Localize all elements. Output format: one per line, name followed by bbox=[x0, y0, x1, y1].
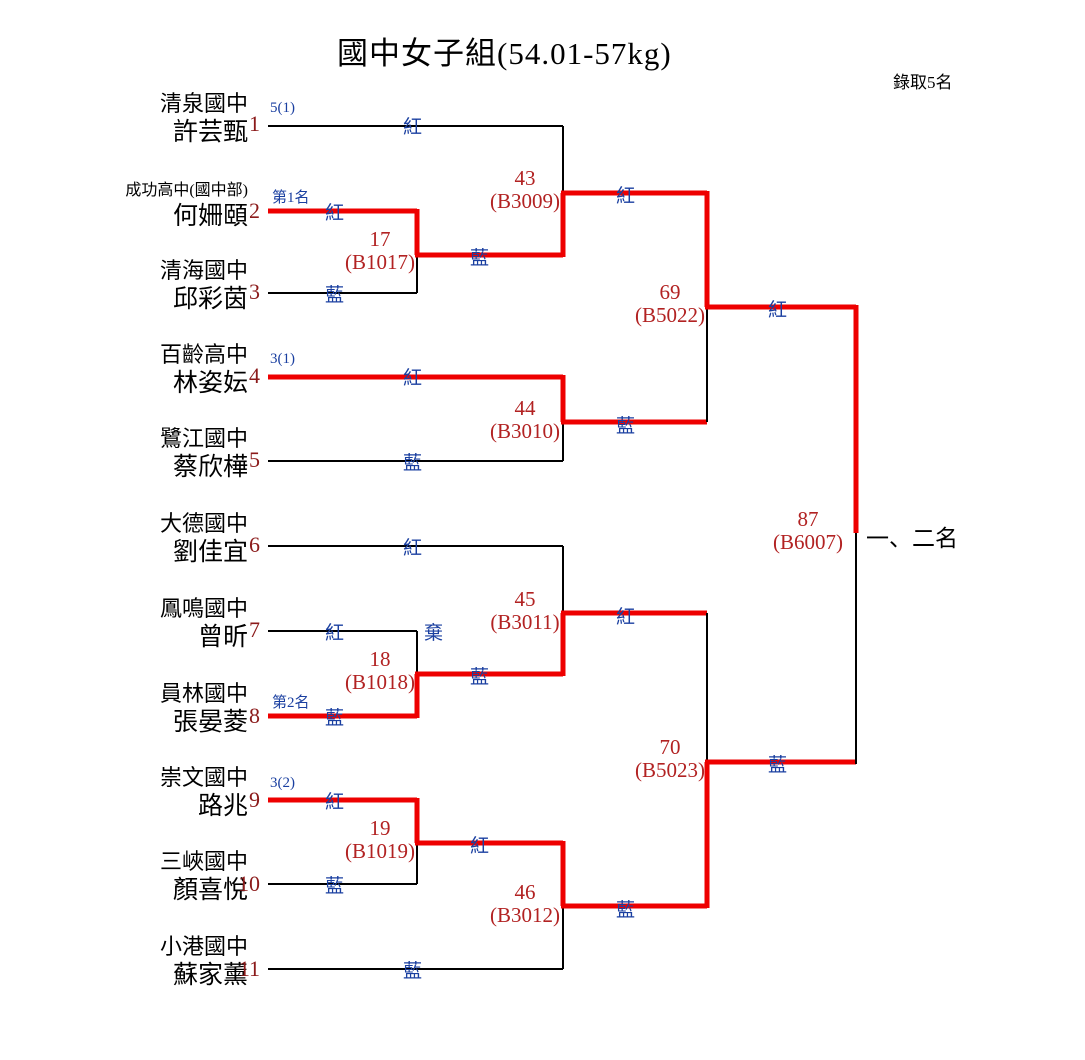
competitor-seed-8: 第2名 bbox=[272, 695, 310, 711]
match-code-87: (B6007) bbox=[773, 530, 843, 554]
match-code-19: (B1019) bbox=[345, 839, 415, 863]
match-code-44: (B3010) bbox=[490, 419, 560, 443]
corner-label-seat-4: 紅 bbox=[403, 368, 423, 389]
competitor-athlete-1: 許芸甄 bbox=[172, 119, 248, 146]
competitor-athlete-11: 蘇家薰 bbox=[172, 962, 248, 989]
competitor-seat-3: 3 bbox=[249, 279, 260, 304]
competitor-seat-2: 2 bbox=[249, 198, 260, 223]
competitor-school-9: 崇文國中 bbox=[159, 765, 248, 790]
competitor-school-5: 鷺江國中 bbox=[159, 426, 248, 451]
competitor-athlete-6: 劉佳宜 bbox=[172, 539, 248, 566]
corner-label-seat-10: 藍 bbox=[325, 876, 345, 897]
corner-label-seat-1: 紅 bbox=[403, 117, 423, 138]
competitor-school-4: 百齡高中 bbox=[159, 342, 248, 367]
competitor-athlete-10: 顏喜悅 bbox=[172, 877, 248, 904]
competitor-athlete-2: 何姍頤 bbox=[172, 203, 248, 230]
match-code-43: (B3009) bbox=[490, 189, 560, 213]
competitor-seat-9: 9 bbox=[249, 787, 260, 812]
competitor-seat-6: 6 bbox=[249, 532, 260, 557]
competitor-athlete-7: 曾昕 bbox=[197, 624, 248, 651]
match-number-43: 43 bbox=[514, 166, 536, 190]
competitor-athlete-3: 邱彩茵 bbox=[172, 286, 248, 313]
competitor-school-7: 鳳鳴國中 bbox=[159, 596, 248, 621]
competitor-seed-1: 5(1) bbox=[270, 100, 295, 116]
match-number-18: 18 bbox=[369, 647, 391, 671]
match-code-45: (B3011) bbox=[490, 610, 560, 634]
competitor-school-1: 清泉國中 bbox=[159, 91, 248, 116]
competitor-athlete-5: 蔡欣樺 bbox=[172, 454, 248, 481]
match-number-69: 69 bbox=[659, 280, 681, 304]
match-code-46: (B3012) bbox=[490, 903, 560, 927]
corner-label-m19-out: 紅 bbox=[470, 836, 490, 857]
competitor-athlete-8: 張晏菱 bbox=[172, 709, 248, 736]
corner-label-m18-out: 藍 bbox=[470, 667, 490, 688]
competitor-seat-11: 11 bbox=[238, 956, 260, 981]
corner-label-m69-out: 紅 bbox=[768, 300, 788, 321]
corner-label-seat-9: 紅 bbox=[325, 792, 345, 813]
match-number-45: 45 bbox=[514, 587, 536, 611]
competitor-seed-2: 第1名 bbox=[272, 190, 310, 206]
competitor-school-11: 小港國中 bbox=[159, 934, 248, 959]
competitor-school-10: 三峽國中 bbox=[159, 849, 248, 874]
corner-label-seat-11: 藍 bbox=[403, 961, 423, 982]
corner-label-seat-2: 紅 bbox=[325, 203, 345, 224]
quota-note: 錄取5名 bbox=[893, 73, 953, 92]
match-code-69: (B5022) bbox=[635, 303, 705, 327]
corner-label-seat-5: 藍 bbox=[403, 453, 423, 474]
competitor-seat-10: 10 bbox=[238, 871, 260, 896]
competitor-seed-9: 3(2) bbox=[270, 775, 295, 791]
corner-label-m17-out: 藍 bbox=[470, 248, 490, 269]
corner-label-m46-out: 藍 bbox=[616, 900, 636, 921]
match-number-44: 44 bbox=[514, 396, 536, 420]
corner-label-m70-out: 藍 bbox=[768, 755, 788, 776]
competitor-school-2: 成功高中(國中部) bbox=[125, 182, 248, 199]
corner-label-m44-out: 藍 bbox=[616, 416, 636, 437]
corner-label-m45-out: 紅 bbox=[616, 607, 636, 628]
match-code-18: (B1018) bbox=[345, 670, 415, 694]
page-title: 國中女子組(54.01-57kg) bbox=[337, 36, 672, 71]
competitor-athlete-4: 林姿妘 bbox=[172, 370, 248, 397]
match-code-70: (B5023) bbox=[635, 758, 705, 782]
match-number-19: 19 bbox=[369, 816, 391, 840]
corner-label-m43-out: 紅 bbox=[616, 186, 636, 207]
forfeit-label-m18: 棄 bbox=[424, 623, 444, 644]
match-number-87: 87 bbox=[797, 507, 819, 531]
competitor-seat-7: 7 bbox=[249, 617, 260, 642]
competitor-school-6: 大德國中 bbox=[159, 511, 248, 536]
corner-label-seat-7: 紅 bbox=[325, 623, 345, 644]
competitor-athlete-9: 路兆 bbox=[197, 793, 248, 820]
match-number-46: 46 bbox=[514, 880, 536, 904]
competitor-school-8: 員林國中 bbox=[159, 681, 248, 706]
match-code-17: (B1017) bbox=[345, 250, 415, 274]
competitor-seat-1: 1 bbox=[249, 111, 260, 136]
final-placement-label: 一、二名 bbox=[866, 526, 958, 551]
competitor-seat-4: 4 bbox=[249, 363, 260, 388]
match-number-17: 17 bbox=[369, 227, 391, 251]
corner-label-seat-6: 紅 bbox=[403, 538, 423, 559]
competitor-seed-4: 3(1) bbox=[270, 351, 295, 367]
competitor-seat-5: 5 bbox=[249, 447, 260, 472]
competitor-seat-8: 8 bbox=[249, 703, 260, 728]
corner-label-seat-3: 藍 bbox=[325, 285, 345, 306]
competitor-school-3: 清海國中 bbox=[159, 258, 248, 283]
match-number-70: 70 bbox=[659, 735, 681, 759]
corner-label-seat-8: 藍 bbox=[325, 708, 345, 729]
